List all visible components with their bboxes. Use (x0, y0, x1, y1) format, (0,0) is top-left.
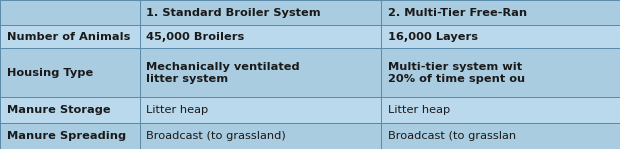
Bar (140, 25, 381, 48)
Text: 1. Standard Broiler System: 1. Standard Broiler System (146, 8, 321, 18)
Bar (140, 0, 381, 25)
Bar (140, 123, 381, 149)
Text: Broadcast (to grasslan: Broadcast (to grasslan (388, 131, 516, 141)
Text: Litter heap: Litter heap (146, 105, 208, 115)
Text: Manure Storage: Manure Storage (7, 105, 110, 115)
Text: Housing Type: Housing Type (7, 68, 93, 78)
Text: 16,000 Layers: 16,000 Layers (388, 32, 478, 42)
Text: Number of Animals: Number of Animals (7, 32, 130, 42)
Bar (381, 25, 620, 48)
Bar (0, 25, 140, 48)
Bar (0, 123, 140, 149)
Bar (140, 48, 381, 97)
Text: 45,000 Broilers: 45,000 Broilers (146, 32, 244, 42)
Text: Mechanically ventilated
litter system: Mechanically ventilated litter system (146, 62, 300, 84)
Text: Litter heap: Litter heap (388, 105, 450, 115)
Bar (140, 97, 381, 123)
Bar (0, 48, 140, 97)
Bar (381, 97, 620, 123)
Bar (381, 0, 620, 25)
Text: 2. Multi-Tier Free-Ran: 2. Multi-Tier Free-Ran (388, 8, 527, 18)
Text: Multi-tier system wit
20% of time spent ou: Multi-tier system wit 20% of time spent … (388, 62, 525, 84)
Bar (0, 97, 140, 123)
Bar (381, 48, 620, 97)
Bar (381, 123, 620, 149)
Text: Manure Spreading: Manure Spreading (7, 131, 126, 141)
Text: Broadcast (to grassland): Broadcast (to grassland) (146, 131, 286, 141)
Bar (0, 0, 140, 25)
